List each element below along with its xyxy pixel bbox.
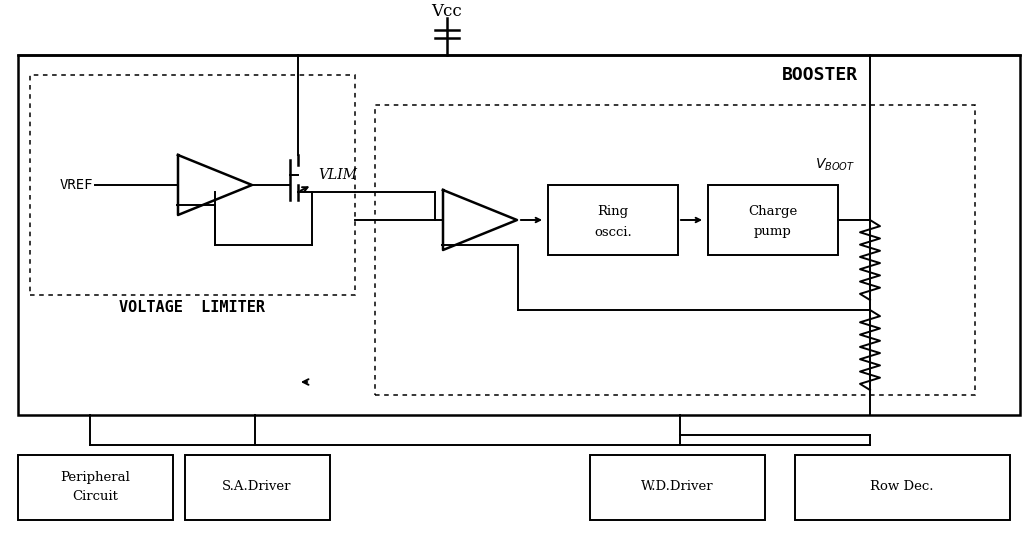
Text: VLIM: VLIM: [318, 168, 357, 182]
Text: Charge: Charge: [748, 205, 798, 218]
Text: Peripheral: Peripheral: [60, 472, 130, 485]
Bar: [375, 105, 975, 395]
Text: $V_{BOOT}$: $V_{BOOT}$: [815, 157, 855, 173]
Text: Circuit: Circuit: [72, 491, 118, 504]
Text: BOOSTER: BOOSTER: [781, 66, 858, 84]
Bar: [18, 455, 173, 520]
Text: W.D.Driver: W.D.Driver: [641, 481, 713, 494]
Polygon shape: [443, 190, 518, 250]
Bar: [590, 455, 765, 520]
Bar: [708, 185, 838, 255]
Bar: [30, 75, 355, 295]
Text: VOLTAGE  LIMITER: VOLTAGE LIMITER: [119, 300, 265, 315]
Bar: [795, 455, 1010, 520]
Text: pump: pump: [755, 225, 792, 238]
Text: S.A.Driver: S.A.Driver: [223, 481, 292, 494]
Bar: [18, 55, 1021, 415]
Bar: [548, 185, 678, 255]
Text: Ring: Ring: [597, 205, 628, 218]
Text: VREF: VREF: [60, 178, 93, 192]
Bar: [185, 455, 330, 520]
Text: Row Dec.: Row Dec.: [870, 481, 934, 494]
Polygon shape: [178, 155, 252, 215]
Text: Vcc: Vcc: [432, 3, 463, 21]
Text: oscci.: oscci.: [594, 225, 632, 238]
